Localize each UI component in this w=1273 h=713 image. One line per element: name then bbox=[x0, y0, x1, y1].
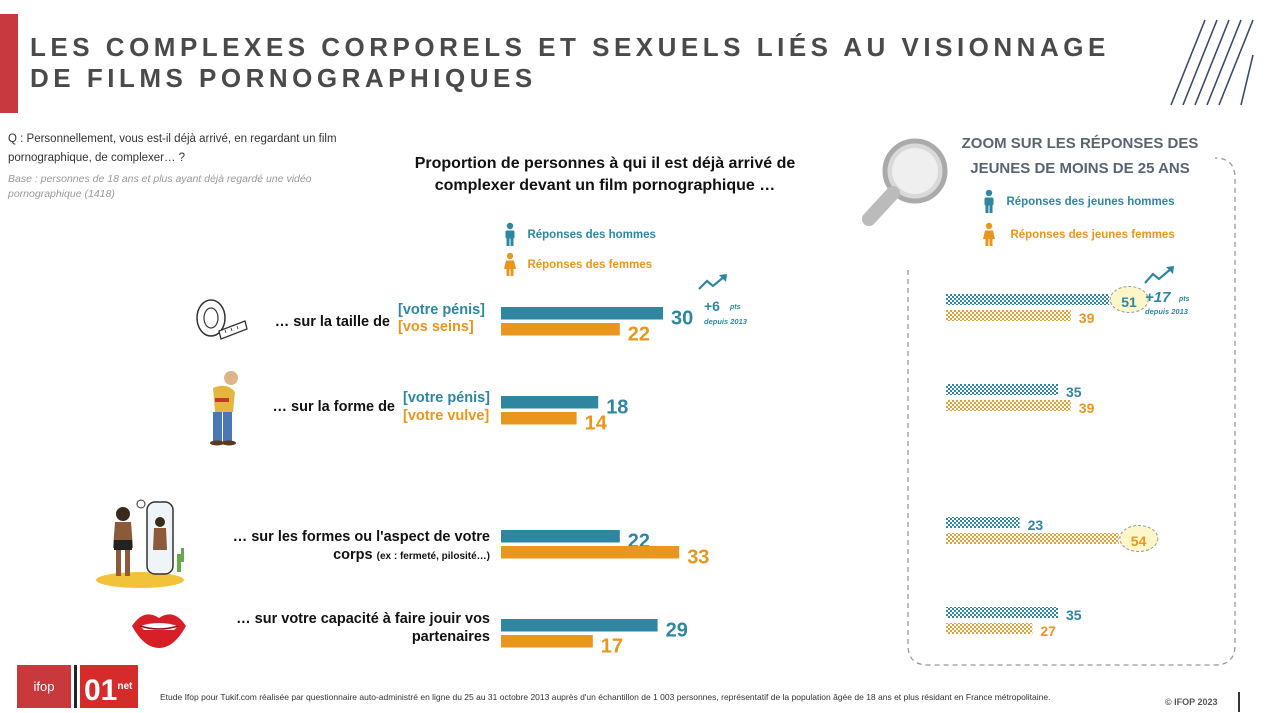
bar-women-3 bbox=[501, 546, 680, 559]
zoom-value-label-women-1: 39 bbox=[1079, 310, 1095, 326]
page-title: LES COMPLEXES CORPORELS ET SEXUELS LIÉS … bbox=[30, 32, 1110, 93]
value-label-women-4: 17 bbox=[601, 636, 623, 658]
zoom-highlight-women-3 bbox=[1119, 525, 1159, 552]
bar-women-2 bbox=[501, 412, 577, 425]
sub-label-1a-text: [votre pénis] bbox=[398, 302, 486, 318]
zoom-bar-women-3 bbox=[946, 533, 1119, 544]
bar-women-4 bbox=[501, 635, 593, 648]
man-icon bbox=[505, 222, 515, 246]
value-label-women-3: 33 bbox=[687, 547, 709, 569]
ifop-logo: ifop bbox=[17, 665, 71, 708]
zoom-bar-men-2 bbox=[946, 384, 1058, 395]
category-label-1: … sur la taille de bbox=[274, 314, 390, 330]
category-label-3-text: … sur les formes ou l'aspect de votre co… bbox=[232, 529, 490, 563]
trend-up-icon bbox=[698, 274, 727, 290]
zoom-value-label-women-2: 39 bbox=[1079, 400, 1095, 416]
trend-since: depuis 2013 bbox=[704, 317, 747, 326]
zoom-bar-women-2 bbox=[946, 400, 1071, 411]
value-label-women-1: 22 bbox=[628, 324, 650, 346]
sub-label-3: (ex : fermeté, pilosité…) bbox=[376, 551, 490, 562]
bar-men-3 bbox=[501, 530, 620, 543]
legend-young-women: Réponses des jeunes femmes bbox=[982, 222, 1175, 246]
chart-title: Proportion de personnes à qui il est déj… bbox=[414, 155, 796, 194]
sub-label-1b-text: [vos seins] bbox=[398, 319, 474, 335]
value-label-men-4: 29 bbox=[666, 620, 688, 642]
legend-young-men-label: Réponses des jeunes hommes bbox=[1006, 196, 1175, 209]
sub-label-2a-text: [votre pénis] bbox=[403, 390, 491, 406]
01net-logo-sup: net bbox=[117, 681, 133, 692]
zoom-value-label-men-1: 51 bbox=[1121, 294, 1137, 310]
sub-label-2b: [votre vulve] bbox=[403, 408, 489, 424]
bar-women-1 bbox=[501, 323, 620, 336]
zoom-value-label-men-4: 35 bbox=[1066, 607, 1082, 623]
measuring-tape-icon bbox=[196, 299, 248, 340]
zoom-value-label-women-4: 27 bbox=[1040, 623, 1056, 639]
sub-label-2b-text: [votre vulve] bbox=[403, 408, 490, 424]
category-label-2: … sur la forme de bbox=[272, 399, 395, 415]
legend-men: Réponses des hommes bbox=[503, 222, 656, 246]
zoom-bar-men-1 bbox=[946, 294, 1110, 305]
legend-young-men: Réponses des jeunes hommes bbox=[982, 189, 1175, 213]
lips-icon bbox=[132, 614, 186, 648]
woman-mirror-icon bbox=[96, 499, 184, 588]
trend-value: +6 bbox=[704, 298, 720, 314]
copyright: © IFOP 2023 bbox=[1165, 697, 1218, 707]
zoom-highlight-men-1 bbox=[1109, 286, 1149, 313]
zoom-bar-women-1 bbox=[946, 310, 1071, 321]
legend-women: Réponses des femmes bbox=[503, 252, 652, 276]
logo-separator bbox=[74, 665, 77, 708]
bar-men-4 bbox=[501, 619, 658, 632]
woman-icon bbox=[983, 222, 995, 246]
man-figure-icon bbox=[210, 371, 238, 446]
value-label-men-1: 30 bbox=[671, 308, 693, 330]
legend-men-label: Réponses des hommes bbox=[527, 229, 656, 242]
value-label-men-2: 18 bbox=[606, 397, 628, 419]
accent-bar bbox=[0, 14, 18, 113]
base-text: Base : personnes de 18 ans et plus ayant… bbox=[8, 173, 312, 200]
zoom-trend-value: +17 bbox=[1145, 289, 1171, 306]
zoom-title: ZOOM SUR LES RÉPONSES DES JEUNES DE MOIN… bbox=[961, 135, 1199, 177]
category-label-4: … sur votre capacité à faire jouir vos p… bbox=[236, 611, 490, 645]
copyright-divider bbox=[1238, 692, 1240, 712]
trend-unit: pts bbox=[730, 304, 741, 311]
category-label-3: … sur les formes ou l'aspect de votre co… bbox=[195, 528, 490, 566]
01net-logo: 01net bbox=[80, 665, 138, 708]
magnifier-icon bbox=[862, 138, 948, 226]
zoom-trend-since: depuis 2013 bbox=[1145, 307, 1188, 316]
decorative-stripes bbox=[1170, 19, 1254, 106]
zoom-value-label-women-3: 54 bbox=[1131, 533, 1147, 549]
bar-men-2 bbox=[501, 396, 599, 409]
zoom-value-label-men-3: 23 bbox=[1028, 517, 1044, 533]
sub-label-1a: [votre pénis] bbox=[398, 302, 485, 318]
zoom-trend-unit: pts bbox=[1179, 296, 1190, 303]
legend-women-label: Réponses des femmes bbox=[527, 259, 653, 272]
zoom-panel-border bbox=[907, 157, 1236, 666]
legend-young-women-label: Réponses des jeunes femmes bbox=[1010, 229, 1175, 242]
value-label-women-2: 14 bbox=[585, 413, 608, 435]
bar-men-1 bbox=[501, 307, 663, 320]
man-icon bbox=[984, 189, 994, 213]
zoom-value-label-men-2: 35 bbox=[1066, 384, 1082, 400]
zoom-bar-men-3 bbox=[946, 517, 1020, 528]
01net-logo-main: 01 bbox=[84, 674, 118, 707]
sub-label-1b: [vos seins] bbox=[398, 319, 474, 335]
zoom-bar-women-4 bbox=[946, 623, 1033, 634]
question-text: Q : Personnellement, vous est-il déjà ar… bbox=[8, 133, 337, 164]
trend-up-icon-zoom bbox=[1144, 266, 1174, 284]
zoom-bar-men-4 bbox=[946, 607, 1058, 618]
woman-icon bbox=[504, 252, 516, 276]
footnote: Etude Ifop pour Tukif.com réalisée par q… bbox=[160, 692, 1051, 702]
sub-label-2a: [votre pénis] bbox=[403, 390, 490, 406]
